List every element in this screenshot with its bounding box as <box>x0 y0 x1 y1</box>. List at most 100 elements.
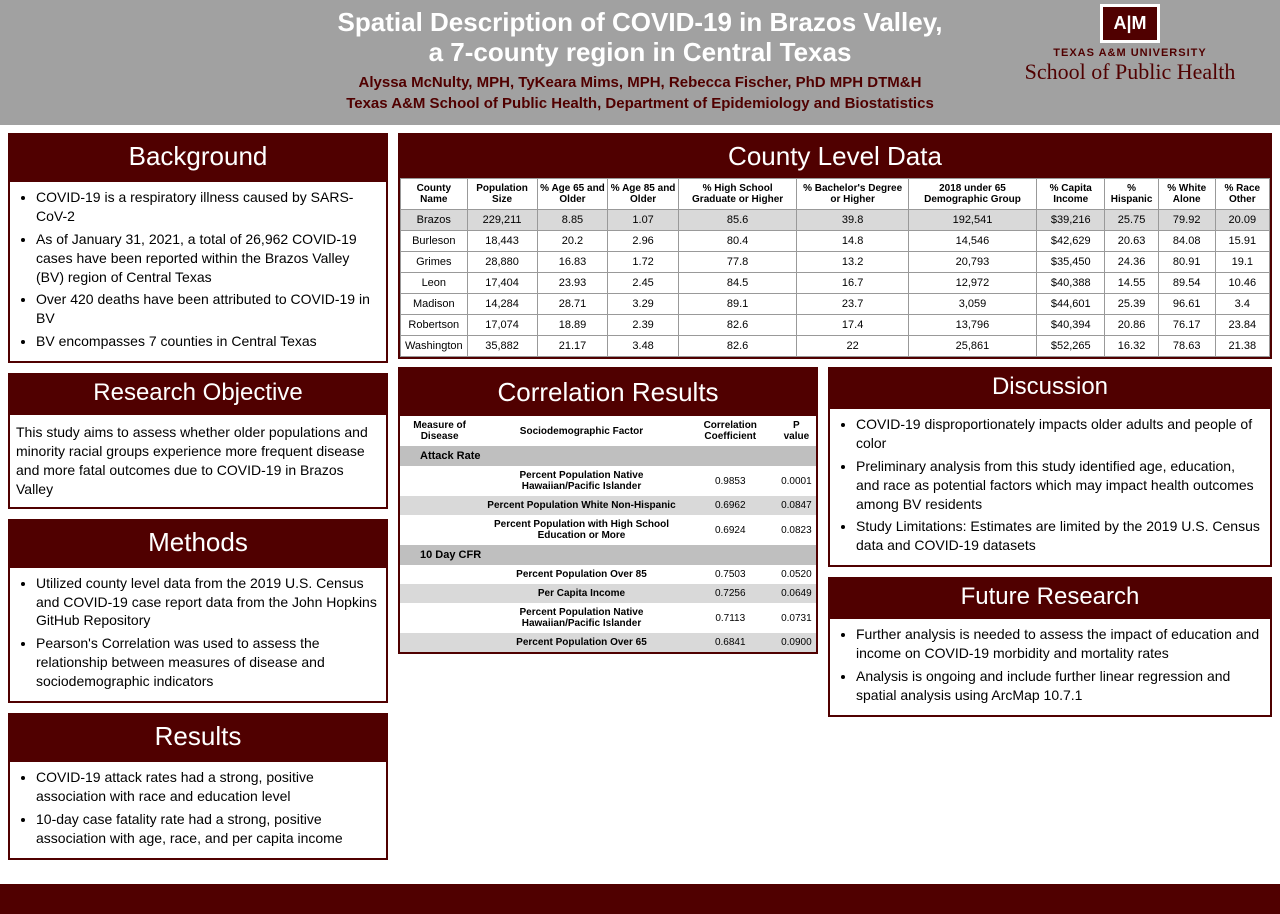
table-row: Madison14,28428.713.2989.123.73,059$44,6… <box>401 294 1270 315</box>
table-cell: Percent Population Over 65 <box>479 633 684 652</box>
left-column: Background COVID-19 is a respiratory ill… <box>8 133 388 870</box>
table-header: % Race Other <box>1215 179 1269 210</box>
objective-panel: Research Objective This study aims to as… <box>8 373 388 509</box>
table-cell <box>400 466 479 496</box>
table-cell: Robertson <box>401 315 468 336</box>
table-row: Leon17,40423.932.4584.516.712,972$40,388… <box>401 273 1270 294</box>
table-cell: 2.45 <box>608 273 678 294</box>
table-cell: 82.6 <box>678 315 797 336</box>
table-cell: 84.08 <box>1158 231 1215 252</box>
table-cell: 3.29 <box>608 294 678 315</box>
table-cell: 1.07 <box>608 210 678 231</box>
table-cell: 25.75 <box>1105 210 1158 231</box>
methods-panel: Methods Utilized county level data from … <box>8 519 388 703</box>
table-cell: 0.0731 <box>777 603 816 633</box>
table-cell: 0.0847 <box>777 496 816 515</box>
table-cell: 20.09 <box>1215 210 1269 231</box>
correlation-title: Correlation Results <box>400 369 816 416</box>
table-cell: 2.96 <box>608 231 678 252</box>
results-body: COVID-19 attack rates had a strong, posi… <box>8 760 388 860</box>
list-item: As of January 31, 2021, a total of 26,96… <box>36 230 378 287</box>
table-row: Burleson18,44320.22.9680.414.814,546$42,… <box>401 231 1270 252</box>
future-panel: Future Research Further analysis is need… <box>828 577 1272 717</box>
table-cell: 16.83 <box>537 252 608 273</box>
methods-title: Methods <box>8 519 388 566</box>
county-table-panel: County Level Data County NamePopulation … <box>398 133 1272 359</box>
table-header: Population Size <box>467 179 537 210</box>
table-row: Percent Population Over 650.68410.0900 <box>400 633 816 652</box>
table-cell: 3.48 <box>608 336 678 357</box>
logo-univ: TEXAS A&M UNIVERSITY <box>1000 47 1260 59</box>
table-cell: 17.4 <box>797 315 908 336</box>
table-cell: 25,861 <box>908 336 1036 357</box>
table-cell: 80.4 <box>678 231 797 252</box>
table-row: Per Capita Income0.72560.0649 <box>400 584 816 603</box>
table-cell: 0.0649 <box>777 584 816 603</box>
list-item: Preliminary analysis from this study ide… <box>856 457 1262 514</box>
table-cell: 0.7113 <box>684 603 777 633</box>
table-cell: 85.6 <box>678 210 797 231</box>
table-cell: 10.46 <box>1215 273 1269 294</box>
results-title: Results <box>8 713 388 760</box>
table-cell: 0.7256 <box>684 584 777 603</box>
table-cell: 89.1 <box>678 294 797 315</box>
content: Background COVID-19 is a respiratory ill… <box>0 125 1280 878</box>
list-item: Over 420 deaths have been attributed to … <box>36 290 378 328</box>
table-header: % Hispanic <box>1105 179 1158 210</box>
table-row: Percent Population Native Hawaiian/Pacif… <box>400 603 816 633</box>
logo-icon: A|M <box>1100 4 1159 43</box>
methods-body: Utilized county level data from the 2019… <box>8 566 388 703</box>
table-cell: 20,793 <box>908 252 1036 273</box>
list-item: 10-day case fatality rate had a strong, … <box>36 810 378 848</box>
table-cell: 15.91 <box>1215 231 1269 252</box>
table-cell: 20.63 <box>1105 231 1158 252</box>
table-cell: 8.85 <box>537 210 608 231</box>
table-header: Measure of Disease <box>400 416 479 446</box>
table-row: Brazos229,2118.851.0785.639.8192,541$39,… <box>401 210 1270 231</box>
objective-title: Research Objective <box>8 373 388 413</box>
objective-body: This study aims to assess whether older … <box>8 413 388 509</box>
table-cell: $40,394 <box>1037 315 1105 336</box>
table-cell <box>400 565 479 584</box>
table-cell: Leon <box>401 273 468 294</box>
table-cell: 0.6841 <box>684 633 777 652</box>
table-cell: 0.0900 <box>777 633 816 652</box>
title-line1: Spatial Description of COVID-19 in Brazo… <box>338 7 943 37</box>
table-cell: 80.91 <box>1158 252 1215 273</box>
list-item: BV encompasses 7 counties in Central Tex… <box>36 332 378 351</box>
table-row: Grimes28,88016.831.7277.813.220,793$35,4… <box>401 252 1270 273</box>
table-cell: 0.6924 <box>684 515 777 545</box>
county-table: County NamePopulation Size% Age 65 and O… <box>400 178 1270 357</box>
list-item: Analysis is ongoing and include further … <box>856 667 1262 705</box>
table-cell: 84.5 <box>678 273 797 294</box>
table-cell: 23.93 <box>537 273 608 294</box>
table-cell: 2.39 <box>608 315 678 336</box>
table-cell: 16.32 <box>1105 336 1158 357</box>
table-cell <box>400 633 479 652</box>
discussion-panel: Discussion COVID-19 disproportionately i… <box>828 367 1272 567</box>
center-column: Correlation Results Measure of DiseaseSo… <box>398 367 818 727</box>
table-cell: 0.9853 <box>684 466 777 496</box>
table-cell: $35,450 <box>1037 252 1105 273</box>
table-cell: 82.6 <box>678 336 797 357</box>
table-row: Robertson17,07418.892.3982.617.413,796$4… <box>401 315 1270 336</box>
table-cell: Brazos <box>401 210 468 231</box>
list-item: Study Limitations: Estimates are limited… <box>856 517 1262 555</box>
table-header: Sociodemographic Factor <box>479 416 684 446</box>
table-cell: 16.7 <box>797 273 908 294</box>
lower-row: Correlation Results Measure of DiseaseSo… <box>398 367 1272 727</box>
table-cell: 192,541 <box>908 210 1036 231</box>
table-cell: Percent Population with High School Educ… <box>479 515 684 545</box>
table-subheader: 10 Day CFR <box>400 545 816 565</box>
table-cell <box>400 603 479 633</box>
table-row: Percent Population Native Hawaiian/Pacif… <box>400 466 816 496</box>
table-cell: Percent Population Native Hawaiian/Pacif… <box>479 603 684 633</box>
table-cell: 0.6962 <box>684 496 777 515</box>
table-cell: 14.8 <box>797 231 908 252</box>
table-cell <box>400 515 479 545</box>
table-cell: 1.72 <box>608 252 678 273</box>
table-cell: 39.8 <box>797 210 908 231</box>
table-cell: Percent Population Over 85 <box>479 565 684 584</box>
header: Spatial Description of COVID-19 in Brazo… <box>0 0 1280 125</box>
table-cell: 3.4 <box>1215 294 1269 315</box>
